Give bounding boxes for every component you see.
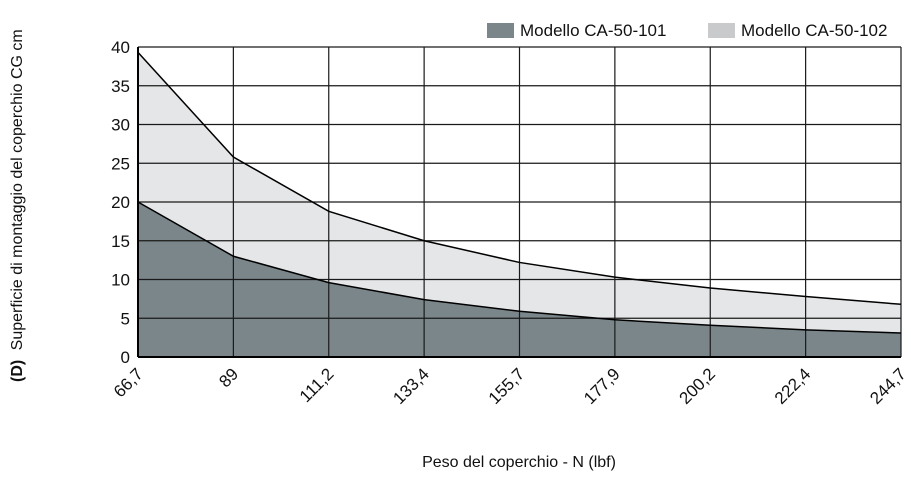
legend-swatch-modello-ca-50-102 xyxy=(708,23,735,38)
legend-swatch-modello-ca-50-101 xyxy=(487,23,514,38)
y-tick-label: 40 xyxy=(111,38,130,57)
y-axis-ticks: 0 5 10 15 20 25 30 35 40 xyxy=(111,38,130,367)
x-tick-label: 200,2 xyxy=(676,364,720,408)
x-tick-label: 111,2 xyxy=(296,364,338,406)
x-tick-label: 66,7 xyxy=(110,364,147,401)
x-tick-label: 89 xyxy=(215,364,242,391)
x-tick-label: 244,7 xyxy=(866,364,910,408)
x-tick-label: 155,7 xyxy=(485,364,529,408)
y-tick-label: 20 xyxy=(111,193,130,212)
y-tick-label: 30 xyxy=(111,116,130,135)
y-tick-label: 0 xyxy=(121,348,130,367)
y-axis-title: (D) Superficie di montaggio del coperchi… xyxy=(9,29,26,382)
legend-label-modello-ca-50-102: Modello CA-50-102 xyxy=(741,21,887,40)
y-tick-label: 15 xyxy=(111,232,130,251)
y-axis-title-prefix: (D) xyxy=(9,360,26,382)
y-tick-label: 10 xyxy=(111,271,130,290)
y-tick-label: 25 xyxy=(111,154,130,173)
y-tick-label: 35 xyxy=(111,77,130,96)
x-axis-title: Peso del coperchio - N (lbf) xyxy=(422,454,616,471)
legend: Modello CA-50-101 Modello CA-50-102 xyxy=(487,21,887,40)
x-tick-label: 133,4 xyxy=(389,364,433,408)
legend-label-modello-ca-50-101: Modello CA-50-101 xyxy=(520,21,666,40)
plot-area xyxy=(138,47,901,357)
x-tick-label: 177,9 xyxy=(580,364,624,408)
x-axis-ticks: 66,7 89 111,2 133,4 155,7 177,9 200,2 222,4 244,… xyxy=(110,364,910,408)
y-tick-label: 5 xyxy=(121,309,130,328)
x-tick-label: 222,4 xyxy=(771,364,815,408)
y-axis-title-text: Superficie di montaggio del coperchio CG… xyxy=(9,29,26,350)
